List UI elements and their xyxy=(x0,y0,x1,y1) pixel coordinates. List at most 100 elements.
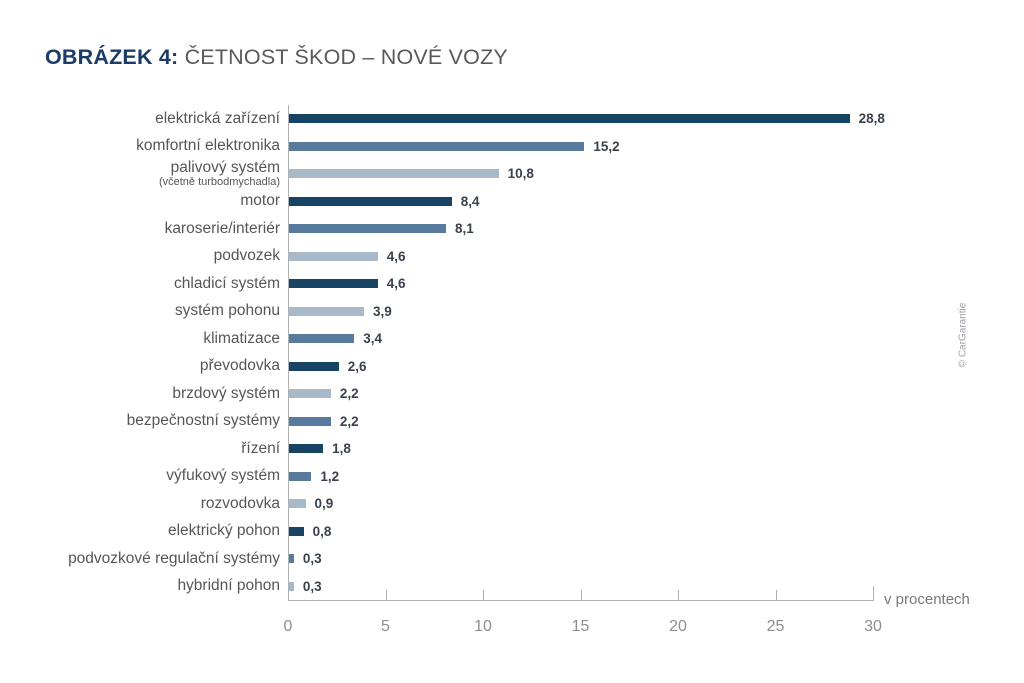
category-label: podvozek xyxy=(0,247,280,265)
figure-title-main: ČETNOST ŠKOD – NOVÉ VOZY xyxy=(184,45,508,69)
category-label: karoserie/interiér xyxy=(0,219,280,237)
value-label: 2,6 xyxy=(347,358,367,374)
x-axis-tick-mark xyxy=(678,590,679,600)
category-label-text: rozvodovka xyxy=(200,494,280,512)
bar xyxy=(288,499,306,509)
x-axis-tick-mark xyxy=(775,590,777,600)
value-label: 0,9 xyxy=(314,496,334,512)
category-label-text: palivový systém xyxy=(170,158,280,176)
bar xyxy=(288,444,324,454)
bar xyxy=(288,389,331,399)
value-label: 4,6 xyxy=(386,276,406,292)
category-label-text: brzdový systém xyxy=(172,384,280,402)
chart-row: podvozek 4,6 xyxy=(0,243,1024,271)
category-sublabel: (včetně turbodmychadla) xyxy=(158,175,280,188)
bar xyxy=(288,554,294,564)
category-label: komfortní elektronika xyxy=(0,137,280,154)
category-label: elektrický pohon xyxy=(0,522,280,540)
value-label: 0,8 xyxy=(312,523,332,539)
chart-row: výfukový systém 1,2 xyxy=(0,463,1024,491)
value-label: 2,2 xyxy=(339,413,359,429)
x-axis-tick-mark xyxy=(483,590,484,600)
x-axis-tick-label: 5 xyxy=(381,618,390,635)
category-label: rozvodovka xyxy=(0,494,280,512)
value-label: 0,3 xyxy=(302,578,322,594)
bar xyxy=(288,306,365,316)
value-label: 3,4 xyxy=(363,331,383,347)
x-axis-tick-mark xyxy=(873,586,874,600)
category-label-text: výfukový systém xyxy=(166,467,280,485)
chart-row: převodovka 2,6 xyxy=(0,353,1024,381)
category-label-text: podvozek xyxy=(213,247,280,265)
bar xyxy=(288,526,304,536)
category-label: bezpečnostní systémy xyxy=(0,412,280,430)
y-axis-line xyxy=(288,105,289,601)
bar xyxy=(288,114,850,124)
bar xyxy=(288,251,378,261)
value-label: 3,9 xyxy=(373,303,392,319)
value-label: 28,8 xyxy=(858,111,885,127)
bar xyxy=(288,334,355,344)
category-label-text: elektrická zařízení xyxy=(155,109,280,127)
x-axis-tick-label: 15 xyxy=(571,618,590,635)
category-label: systém pohonu xyxy=(0,302,280,320)
value-label: 8,4 xyxy=(460,193,480,209)
x-axis-tick-label: 20 xyxy=(669,618,687,635)
chart-row: brzdový systém 2,2 xyxy=(0,380,1024,408)
figure-title: OBRÁZEK 4: ČETNOST ŠKOD – NOVÉ VOZY xyxy=(45,45,508,70)
category-label: klimatizace xyxy=(0,330,280,347)
category-label: motor xyxy=(0,192,280,210)
category-label: výfukový systém xyxy=(0,467,280,485)
x-axis-tick-label: 0 xyxy=(283,618,293,635)
category-label: elektrická zařízení xyxy=(0,109,280,127)
x-axis-tick-label: 10 xyxy=(474,618,492,635)
chart-row: motor 8,4 xyxy=(0,188,1024,216)
category-label: řízení xyxy=(0,439,280,457)
bar xyxy=(288,279,378,289)
category-label-text: systém pohonu xyxy=(174,302,280,320)
chart-row: klimatizace 3,4 xyxy=(0,325,1024,353)
chart-row: hybridní pohon 0,3 xyxy=(0,573,1024,601)
bar xyxy=(288,361,339,371)
bar xyxy=(288,471,312,481)
chart-row: komfortní elektronika 15,2 xyxy=(0,133,1024,161)
x-axis-tick-label: 30 xyxy=(864,618,882,635)
chart-row: elektrický pohon 0,8 xyxy=(0,518,1024,546)
chart-rows: elektrická zařízení 28,8 komfortní elektro… xyxy=(0,105,1024,600)
chart-row: bezpečnostní systémy 2,2 xyxy=(0,408,1024,436)
category-label: palivový systém (včetně turbodmychadla) xyxy=(0,158,280,188)
category-label: chladicí systém xyxy=(0,275,280,292)
category-label: převodovka xyxy=(0,357,280,375)
chart-row: rozvodovka 0,9 xyxy=(0,490,1024,518)
category-label: podvozkové regulační systémy xyxy=(0,550,280,567)
value-label: 8,1 xyxy=(454,221,474,237)
watermark-cargarantie: © CarGarantie xyxy=(957,302,969,368)
value-label: 10,8 xyxy=(507,166,534,182)
x-axis-tick-mark xyxy=(580,590,582,600)
chart-row: palivový systém (včetně turbodmychadla) 10… xyxy=(0,158,1024,188)
category-label-text: řízení xyxy=(241,439,280,457)
bar xyxy=(288,196,452,206)
bar xyxy=(288,141,585,151)
value-label: 15,2 xyxy=(593,138,620,154)
category-label-text: motor xyxy=(240,192,280,210)
chart-row: řízení 1,8 xyxy=(0,435,1024,463)
value-label: 2,2 xyxy=(339,386,359,402)
bar xyxy=(288,581,294,591)
figure-title-prefix: OBRÁZEK 4: xyxy=(45,45,185,69)
value-label: 0,3 xyxy=(302,551,322,567)
category-label-text: bezpečnostní systémy xyxy=(126,412,280,430)
category-label: brzdový systém xyxy=(0,384,280,402)
chart-row: systém pohonu 3,9 xyxy=(0,298,1024,326)
value-label: 1,8 xyxy=(332,441,351,457)
chart-row: elektrická zařízení 28,8 xyxy=(0,105,1024,133)
category-label-text: převodovka xyxy=(199,357,280,375)
category-label-text: karoserie/interiér xyxy=(164,219,280,237)
category-label-text: hybridní pohon xyxy=(177,577,280,595)
category-label: hybridní pohon xyxy=(0,577,280,595)
x-axis-unit-label: v procentech xyxy=(884,591,970,608)
value-label: 1,2 xyxy=(320,468,340,484)
category-label-text: elektrický pohon xyxy=(167,522,280,540)
